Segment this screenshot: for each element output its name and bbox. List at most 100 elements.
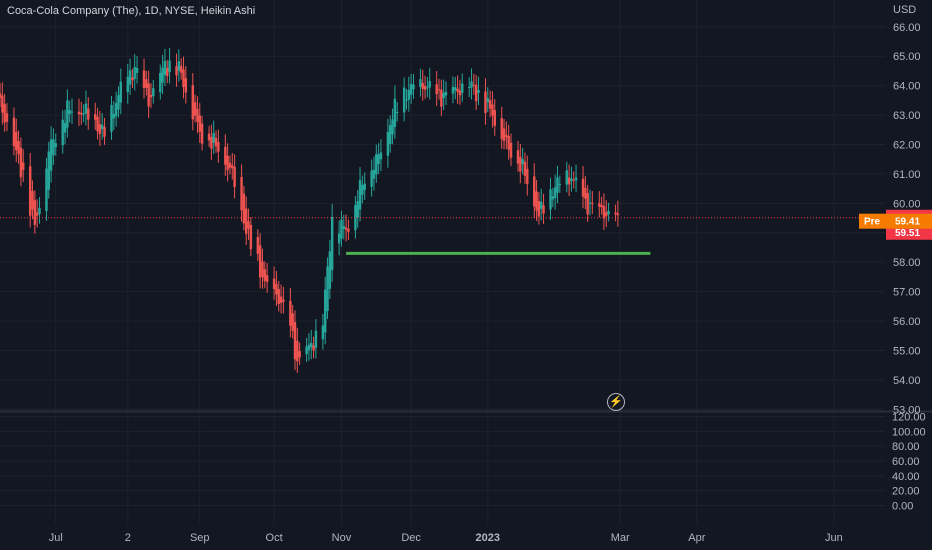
candle-body [182, 69, 185, 87]
candle-body [305, 346, 308, 355]
candle-body [428, 81, 431, 88]
volume-tick-label: 100.00 [892, 426, 926, 438]
candle-body [342, 226, 345, 230]
candle-body [493, 110, 496, 126]
candle-body [535, 191, 538, 211]
candle-body [66, 100, 69, 128]
candle-body [586, 193, 589, 215]
candle-body [412, 84, 415, 90]
volume-tick-label: 0.00 [892, 501, 913, 513]
candle-body [3, 104, 6, 123]
candle-body [440, 89, 443, 107]
candle-body [421, 83, 424, 89]
lightning-icon[interactable]: ⚡ [607, 393, 625, 411]
candle-body [291, 313, 294, 331]
candle-body [119, 81, 123, 103]
candle-body [391, 119, 394, 135]
price-tick-label: 54.00 [893, 375, 921, 387]
candle-body [375, 154, 378, 175]
time-tick-label: Dec [401, 532, 421, 544]
candle-body [33, 200, 37, 225]
candle-body [435, 84, 438, 95]
candle-body [61, 119, 64, 146]
candle-body [500, 117, 503, 139]
candle-body [198, 115, 201, 132]
time-tick-label: Nov [332, 532, 352, 544]
chart-grid [0, 0, 885, 525]
candle-body [614, 212, 617, 215]
candle-body [581, 178, 585, 197]
candle-body [523, 161, 527, 176]
candle-body [117, 95, 120, 110]
candle-body [152, 88, 155, 97]
candle-body [54, 143, 57, 148]
time-axis[interactable]: Jul 2 Sep Oct Nov Dec 2023 Mar Apr Jun [49, 532, 843, 544]
candle-body [184, 78, 188, 93]
candle-body [258, 245, 262, 278]
candle-body [607, 210, 610, 215]
candle-body [470, 81, 473, 88]
candle-body [598, 203, 601, 207]
candle-body [149, 94, 153, 98]
premarket-tag [859, 213, 932, 229]
candle-body [279, 296, 283, 303]
candle-body [82, 113, 85, 115]
candle-body [537, 201, 541, 217]
price-tick-label: 62.00 [893, 139, 921, 151]
chart-overlays [0, 217, 885, 255]
volume-axis[interactable]: 120.00 100.00 80.00 60.00 40.00 20.00 0.00 [892, 412, 926, 513]
candle-body [249, 224, 253, 250]
candle-body [94, 114, 97, 120]
candle-body [19, 147, 23, 178]
candle-body [310, 343, 313, 348]
candle-body [200, 123, 204, 144]
price-tick-label: 64.00 [893, 81, 921, 93]
candle-body [588, 202, 592, 204]
time-tick-label: Jun [825, 532, 843, 544]
candle-body [242, 193, 246, 224]
candle-body [240, 176, 243, 211]
candle-body [347, 228, 350, 232]
candle-body [551, 196, 555, 200]
candle-body [553, 187, 557, 198]
candle-body [354, 205, 357, 231]
candle-body [28, 166, 32, 216]
candle-body [207, 133, 211, 141]
candle-body [444, 91, 448, 96]
price-tick-label: 53.00 [893, 404, 921, 416]
volume-tick-label: 80.00 [892, 441, 920, 453]
candle-body [103, 126, 106, 137]
candle-body [212, 132, 215, 143]
candle-body [161, 67, 164, 83]
candle-body [31, 190, 34, 210]
candle-body [307, 344, 311, 351]
candle-body [191, 85, 195, 120]
time-tick-label: Oct [266, 532, 283, 544]
candle-body [12, 117, 16, 147]
candle-body [1, 95, 4, 113]
candle-body [272, 278, 276, 289]
candle-body [224, 146, 227, 165]
candle-body [261, 261, 264, 278]
price-axis[interactable]: USD 66.00 65.00 64.00 63.00 62.00 61.00 60.00 5… [893, 4, 921, 416]
candle-body [233, 166, 236, 188]
candle-body [542, 205, 545, 214]
candle-body [49, 139, 53, 171]
close-price-tag-label: 59.51 [895, 228, 920, 239]
candle-body [96, 116, 99, 132]
candle-body [0, 93, 2, 98]
volume-tick-label: 40.00 [892, 471, 920, 483]
candle-body [474, 84, 478, 102]
candle-body [312, 345, 315, 351]
price-tick-label: 56.00 [893, 316, 921, 328]
candle-body [314, 330, 318, 348]
price-tick-label: 55.00 [893, 345, 921, 357]
candle-body [296, 340, 299, 362]
candle-body [177, 61, 181, 71]
candle-body [159, 72, 162, 93]
candle-body [22, 162, 25, 171]
candle-body [193, 102, 197, 116]
candle-body [263, 269, 267, 281]
